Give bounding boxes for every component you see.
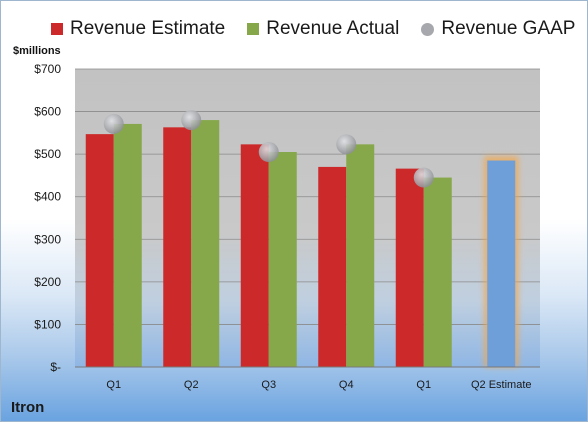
bar-revenue-estimate [163,127,192,367]
y-tick-label: $100 [34,317,61,331]
x-tick-label: Q1 [106,379,121,391]
x-tick-label: Q1 [416,379,431,391]
x-tick-label: Q2 Estimate [471,379,532,391]
bar-revenue-actual [268,152,297,367]
bar-revenue-actual [423,177,452,367]
legend-item-gaap: Revenue GAAP [421,18,575,40]
point-revenue-gaap [258,142,279,163]
y-tick-label: $300 [34,232,61,246]
point-revenue-gaap [336,134,357,155]
bar-revenue-estimate [395,168,424,367]
legend-item-actual: Revenue Actual [247,18,399,40]
x-tick-label: Q4 [339,379,354,391]
bar-q2-estimate [487,160,516,367]
actual-swatch [247,23,260,35]
y-tick-label: $- [50,360,61,374]
legend: Revenue Estimate Revenue Actual Revenue … [51,17,575,41]
plot-area [75,69,540,367]
legend-label-gaap: Revenue GAAP [441,18,576,39]
point-revenue-gaap [103,113,124,134]
y-tick-label: $400 [34,190,61,204]
y-tick-label: $500 [34,147,61,161]
y-tick-label: $700 [34,62,61,76]
bar-revenue-actual [191,120,220,367]
point-revenue-gaap [181,110,202,131]
bar-revenue-actual [346,144,375,367]
bar-revenue-estimate [240,144,269,367]
bar-revenue-estimate [318,166,347,367]
x-tick-label: Q2 [184,379,199,391]
legend-item-estimate: Revenue Estimate [51,18,225,40]
legend-label-actual: Revenue Actual [266,18,400,39]
estimate-swatch [51,23,63,35]
unit-label: $millions [13,45,61,57]
y-tick-label: $600 [34,105,61,119]
gaap-swatch [421,22,435,36]
bar-revenue-estimate [85,134,114,367]
company-name: Itron [11,399,45,416]
bar-revenue-actual [113,123,142,367]
x-tick-label: Q3 [261,379,276,391]
y-tick-label: $200 [34,275,61,289]
point-revenue-gaap [413,167,434,188]
legend-label-estimate: Revenue Estimate [70,18,226,39]
